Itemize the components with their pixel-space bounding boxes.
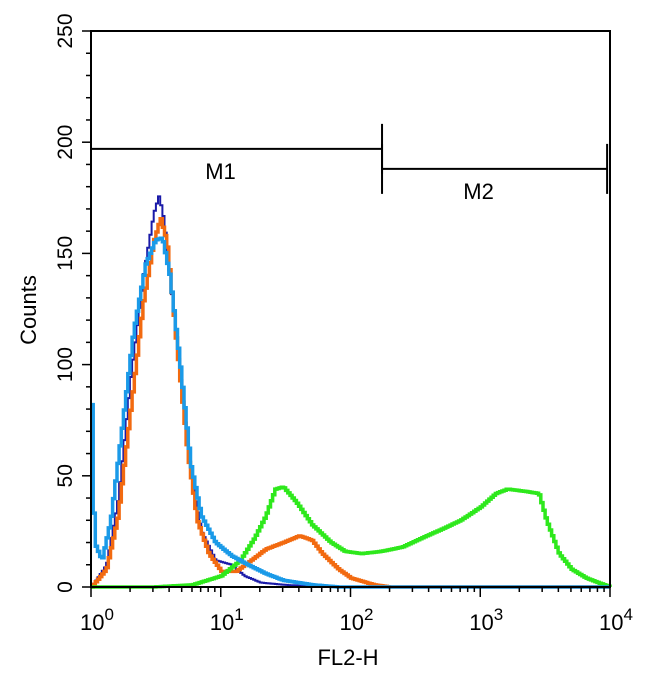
x-tick-base: 10 [210, 610, 234, 635]
gate-marker: M1 [90, 123, 384, 184]
y-tick-label: 200 [54, 125, 77, 160]
y-tick-label: 0 [54, 581, 77, 593]
x-tick-label: 104 [599, 605, 633, 635]
x-tick-exponent: 0 [105, 605, 114, 624]
x-tick-base: 10 [469, 610, 493, 635]
x-tick-label: 103 [469, 605, 503, 635]
gate-marker: M2 [381, 143, 609, 204]
y-tick-label: 50 [54, 464, 77, 487]
x-tick-base: 10 [340, 610, 364, 635]
x-tick-base: 10 [599, 610, 623, 635]
x-tick-exponent: 1 [234, 605, 243, 624]
x-tick-exponent: 3 [494, 605, 503, 624]
gate-label: M2 [463, 179, 494, 204]
gate-markers: M1 M2 [90, 123, 609, 204]
y-tick-label: 100 [54, 347, 77, 382]
y-axis: 0 50 100 150 200 250 [54, 13, 91, 593]
histogram-series [91, 236, 610, 589]
x-tick-base: 10 [80, 610, 104, 635]
x-tick-exponent: 2 [364, 605, 373, 624]
y-tick-label: 150 [54, 236, 77, 271]
x-tick-label: 102 [340, 605, 374, 635]
histogram-series [91, 485, 612, 589]
x-axis-label: FL2-H [317, 645, 378, 670]
x-axis: 100 101 102 103 104 [80, 587, 633, 635]
y-axis-label: Counts [16, 275, 41, 345]
x-tick-exponent: 4 [624, 605, 633, 624]
plot-frame [90, 30, 611, 588]
x-tick-label: 101 [210, 605, 244, 635]
x-tick-label: 100 [80, 605, 114, 635]
gate-label: M1 [205, 159, 236, 184]
series-layer [91, 195, 612, 589]
y-tick-label: 250 [54, 13, 77, 48]
